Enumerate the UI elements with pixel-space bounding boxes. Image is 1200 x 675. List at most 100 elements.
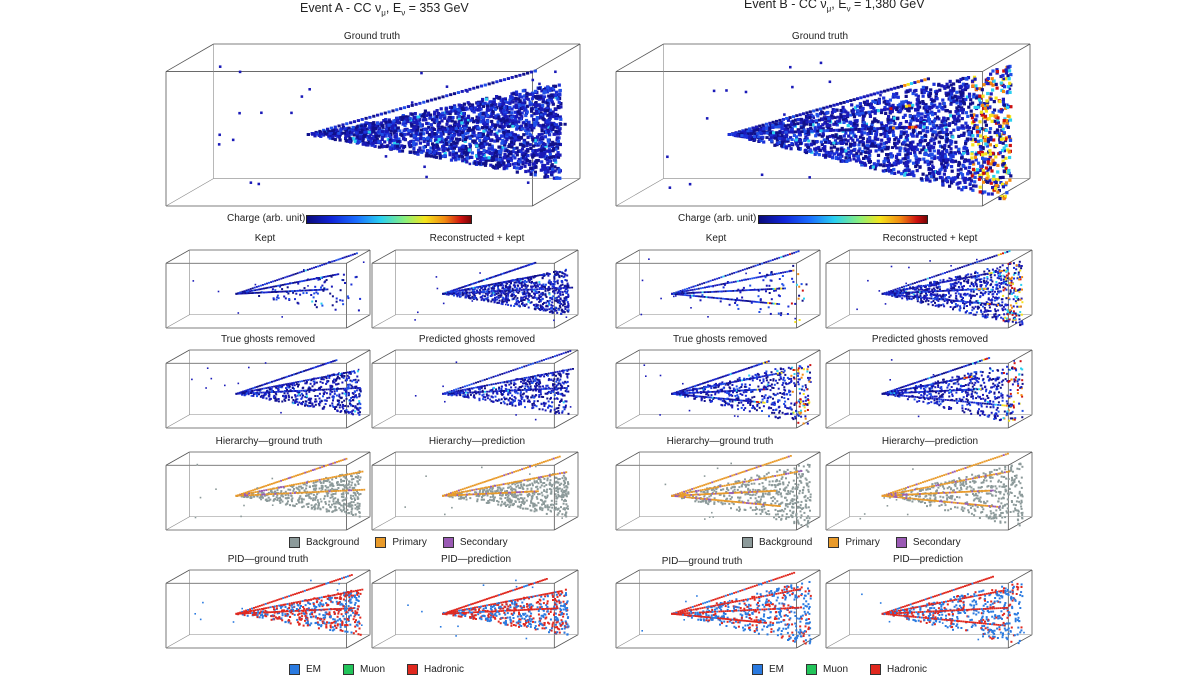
detector-box-edges (165, 249, 371, 329)
event-a-ground-truth-display (165, 43, 581, 207)
event-a-pid-pred-display (371, 569, 579, 649)
event-a-true-ghosts-display (165, 349, 371, 429)
event-b-title: Event B - CC νμ, Eν = 1,380 GeV (744, 0, 925, 14)
legend-primary: Primary (828, 537, 880, 548)
event-a-charge-colorbar (306, 215, 472, 224)
event-a-pid-gt-display (165, 569, 371, 649)
event-a-predicted-ghosts-display (371, 349, 579, 429)
event-b-hierarchy-legend: Background Primary Secondary (742, 537, 977, 548)
hit-cloud (861, 575, 1025, 645)
event-b-hier-pred-display (825, 451, 1033, 531)
detector-box-edges (165, 43, 581, 207)
event-b-kept-display (615, 249, 821, 329)
event-a-charge-label: Charge (arb. unit) (227, 213, 306, 224)
event-b-true-ghosts-label: True ghosts removed (672, 334, 768, 345)
hit-cloud (666, 61, 1013, 201)
detector-box-edges (615, 249, 821, 329)
hit-cloud (194, 457, 366, 519)
hit-cloud (217, 65, 567, 186)
legend-hadronic-swatch (870, 664, 882, 675)
hit-cloud (640, 250, 808, 323)
detector-box-edges (371, 569, 579, 649)
event-b-pid-gt-display (615, 569, 821, 649)
event-a-reconstructed-label: Reconstructed + kept (429, 233, 525, 244)
detector-box-edges (825, 451, 1033, 531)
legend-primary: Primary (375, 537, 427, 548)
event-b-predicted-ghosts-display (825, 349, 1033, 429)
hit-cloud (404, 455, 570, 519)
legend-primary-swatch (375, 537, 387, 548)
event-a-kept-display (165, 249, 371, 329)
event-b-true-ghosts-display (615, 349, 821, 429)
legend-background: Background (742, 537, 812, 548)
event-a-pid-pred-label: PID—prediction (440, 554, 512, 565)
hit-cloud (194, 574, 364, 636)
event-a-pid-gt-label: PID—ground truth (227, 554, 309, 565)
event-b-hier-gt-label: Hierarchy—ground truth (666, 436, 774, 447)
event-a-kept-label: Kept (254, 233, 276, 244)
event-a-predicted-ghosts-label: Predicted ghosts removed (418, 334, 536, 345)
legend-background: Background (289, 537, 359, 548)
detector-box-edges (165, 451, 371, 531)
hit-cloud (856, 250, 1024, 327)
hit-cloud (192, 252, 365, 318)
hit-cloud (414, 261, 574, 322)
legend-primary-swatch (828, 537, 840, 548)
event-b-ground-truth-display (615, 43, 1031, 207)
legend-background-swatch (289, 537, 300, 548)
legend-em-swatch (289, 664, 300, 675)
hit-cloud (414, 350, 574, 421)
event-b-reconstructed-display (825, 249, 1033, 329)
detector-box-edges (165, 349, 371, 429)
event-b-hier-pred-label: Hierarchy—prediction (881, 436, 979, 447)
legend-hadronic: Hadronic (407, 664, 464, 675)
event-b-pid-pred-label: PID—prediction (892, 554, 964, 565)
legend-muon-swatch (343, 664, 354, 675)
detector-box-edges (371, 451, 579, 531)
event-b-charge-colorbar (758, 215, 928, 224)
legend-hadronic-swatch (407, 664, 419, 675)
legend-muon: Muon (806, 664, 848, 675)
event-b-ground-truth-label: Ground truth (791, 31, 849, 42)
legend-secondary: Secondary (442, 537, 508, 548)
event-a-reconstructed-display (371, 249, 579, 329)
legend-em: EM (289, 664, 321, 675)
hit-cloud (664, 455, 812, 528)
event-b-pid-pred-display (825, 569, 1033, 649)
event-a-true-ghosts-label: True ghosts removed (220, 334, 316, 345)
detector-box-edges (615, 451, 821, 531)
detector-box-edges (371, 249, 579, 329)
hit-cloud (191, 359, 362, 416)
event-b-pid-legend: EM Muon Hadronic (752, 664, 943, 675)
event-a-hier-pred-label: Hierarchy—prediction (428, 436, 526, 447)
legend-background-swatch (742, 537, 753, 548)
event-b-predicted-ghosts-label: Predicted ghosts removed (871, 334, 989, 345)
hit-cloud (407, 578, 570, 640)
detector-box-edges (165, 569, 371, 649)
legend-secondary-swatch (895, 537, 907, 548)
event-b-reconstructed-label: Reconstructed + kept (882, 233, 978, 244)
legend-em-swatch (752, 664, 763, 675)
event-b-charge-label: Charge (arb. unit) (678, 213, 757, 224)
event-a-hierarchy-legend: Background Primary Secondary (289, 537, 524, 548)
event-b-pid-gt-label: PID—ground truth (661, 556, 743, 567)
event-a-title: Event A - CC νμ, Eν = 353 GeV (300, 1, 469, 18)
legend-hadronic: Hadronic (870, 664, 927, 675)
event-a-hier-pred-display (371, 451, 579, 531)
legend-em: EM (752, 664, 784, 675)
detector-box-edges (825, 249, 1033, 329)
hit-cloud (859, 452, 1024, 527)
legend-secondary: Secondary (895, 537, 961, 548)
event-a-ground-truth-label: Ground truth (343, 31, 401, 42)
detector-box-edges (615, 349, 821, 429)
hit-cloud (881, 357, 1024, 422)
hit-cloud (641, 571, 812, 645)
legend-secondary-swatch (442, 537, 454, 548)
detector-box-edges (615, 569, 821, 649)
event-a-hier-gt-label: Hierarchy—ground truth (215, 436, 323, 447)
legend-muon: Muon (343, 664, 385, 675)
event-b-kept-label: Kept (705, 233, 727, 244)
legend-muon-swatch (806, 664, 817, 675)
hit-cloud (643, 360, 812, 425)
event-a-pid-legend: EM Muon Hadronic (289, 664, 480, 675)
